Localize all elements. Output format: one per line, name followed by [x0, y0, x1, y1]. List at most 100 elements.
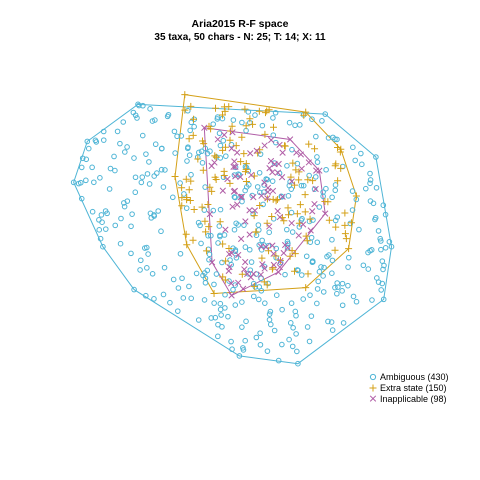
point-plus: [255, 107, 263, 115]
point-plus: [291, 181, 299, 189]
point-cross: [229, 203, 236, 210]
point-cross: [269, 242, 276, 249]
point-circle: [218, 312, 224, 318]
point-cross: [222, 226, 229, 233]
point-circle: [170, 194, 176, 201]
point-circle: [266, 229, 272, 236]
point-circle: [143, 244, 150, 251]
point-plus: [304, 176, 312, 184]
point-circle: [239, 119, 245, 126]
point-plus: [296, 201, 304, 209]
point-circle: [378, 238, 384, 244]
point-plus: [263, 219, 271, 227]
point-cross: [274, 207, 281, 215]
point-circle: [252, 284, 259, 290]
point-circle: [233, 254, 240, 261]
point-circle: [245, 271, 252, 277]
point-circle: [228, 338, 234, 345]
point-circle: [260, 201, 266, 208]
point-circle: [271, 327, 278, 334]
point-circle: [303, 253, 310, 260]
point-circle: [180, 295, 187, 301]
point-circle: [78, 164, 85, 171]
point-cross: [248, 171, 255, 179]
point-circle: [259, 237, 265, 244]
point-circle: [132, 174, 139, 181]
point-circle: [217, 233, 223, 240]
point-circle: [264, 348, 271, 354]
point-plus: [295, 176, 303, 184]
point-circle: [184, 107, 191, 114]
point-circle: [306, 338, 313, 345]
point-plus: [345, 245, 353, 253]
point-plus: [324, 198, 332, 206]
point-plus: [189, 131, 197, 139]
point-circle: [285, 240, 291, 247]
point-circle: [206, 251, 213, 258]
point-circle: [219, 259, 225, 266]
point-plus: [336, 148, 344, 156]
point-cross: [277, 257, 284, 265]
point-plus: [347, 219, 355, 227]
point-plus: [291, 267, 299, 275]
point-circle: [350, 144, 356, 151]
point-cross: [241, 266, 248, 273]
point-cross: [235, 279, 242, 286]
point-cross: [247, 274, 254, 281]
legend-plus-marker: [369, 384, 377, 392]
point-plus: [287, 173, 295, 181]
point-cross: [311, 200, 318, 208]
point-circle: [332, 284, 338, 291]
point-circle: [298, 272, 305, 278]
point-cross: [259, 261, 266, 268]
legend-cross-marker: [369, 395, 377, 402]
point-cross: [201, 124, 208, 131]
point-plus: [284, 204, 292, 212]
legend-label-inapplicable: Inapplicable (98): [380, 394, 447, 404]
point-cross: [286, 136, 294, 143]
point-circle: [162, 167, 168, 173]
point-circle: [135, 101, 141, 108]
point-plus: [199, 166, 207, 174]
point-circle: [208, 315, 215, 321]
point-circle: [198, 240, 204, 247]
point-plus: [238, 133, 246, 141]
point-circle: [198, 148, 205, 155]
point-circle: [286, 119, 293, 126]
point-circle: [179, 275, 185, 282]
point-circle: [295, 360, 301, 367]
point-cross: [257, 271, 265, 278]
point-plus: [265, 247, 273, 255]
point-cross: [250, 194, 257, 201]
point-circle: [188, 119, 195, 126]
point-cross: [288, 219, 295, 227]
point-plus: [222, 143, 230, 151]
point-circle: [285, 193, 292, 199]
point-circle: [332, 217, 339, 224]
legend-label-extra-state: Extra state (150): [380, 383, 447, 393]
point-plus: [304, 270, 312, 278]
point-circle: [328, 319, 335, 325]
point-plus: [242, 160, 250, 168]
point-circle: [93, 139, 100, 145]
point-circle: [329, 270, 335, 276]
point-cross: [242, 218, 249, 225]
point-cross: [206, 210, 214, 218]
point-circle: [267, 321, 274, 328]
point-plus: [249, 120, 257, 128]
point-plus: [305, 140, 313, 148]
point-cross: [269, 169, 276, 176]
point-plus: [187, 177, 195, 185]
point-plus: [183, 241, 191, 249]
point-plus: [219, 273, 227, 281]
point-circle: [235, 222, 241, 228]
point-circle: [299, 215, 305, 222]
point-circle: [259, 122, 266, 129]
point-circle: [319, 118, 325, 124]
point-circle: [96, 217, 102, 223]
point-plus: [300, 111, 308, 119]
point-cross: [219, 187, 226, 194]
point-circle: [144, 171, 151, 177]
point-circle: [332, 136, 338, 142]
